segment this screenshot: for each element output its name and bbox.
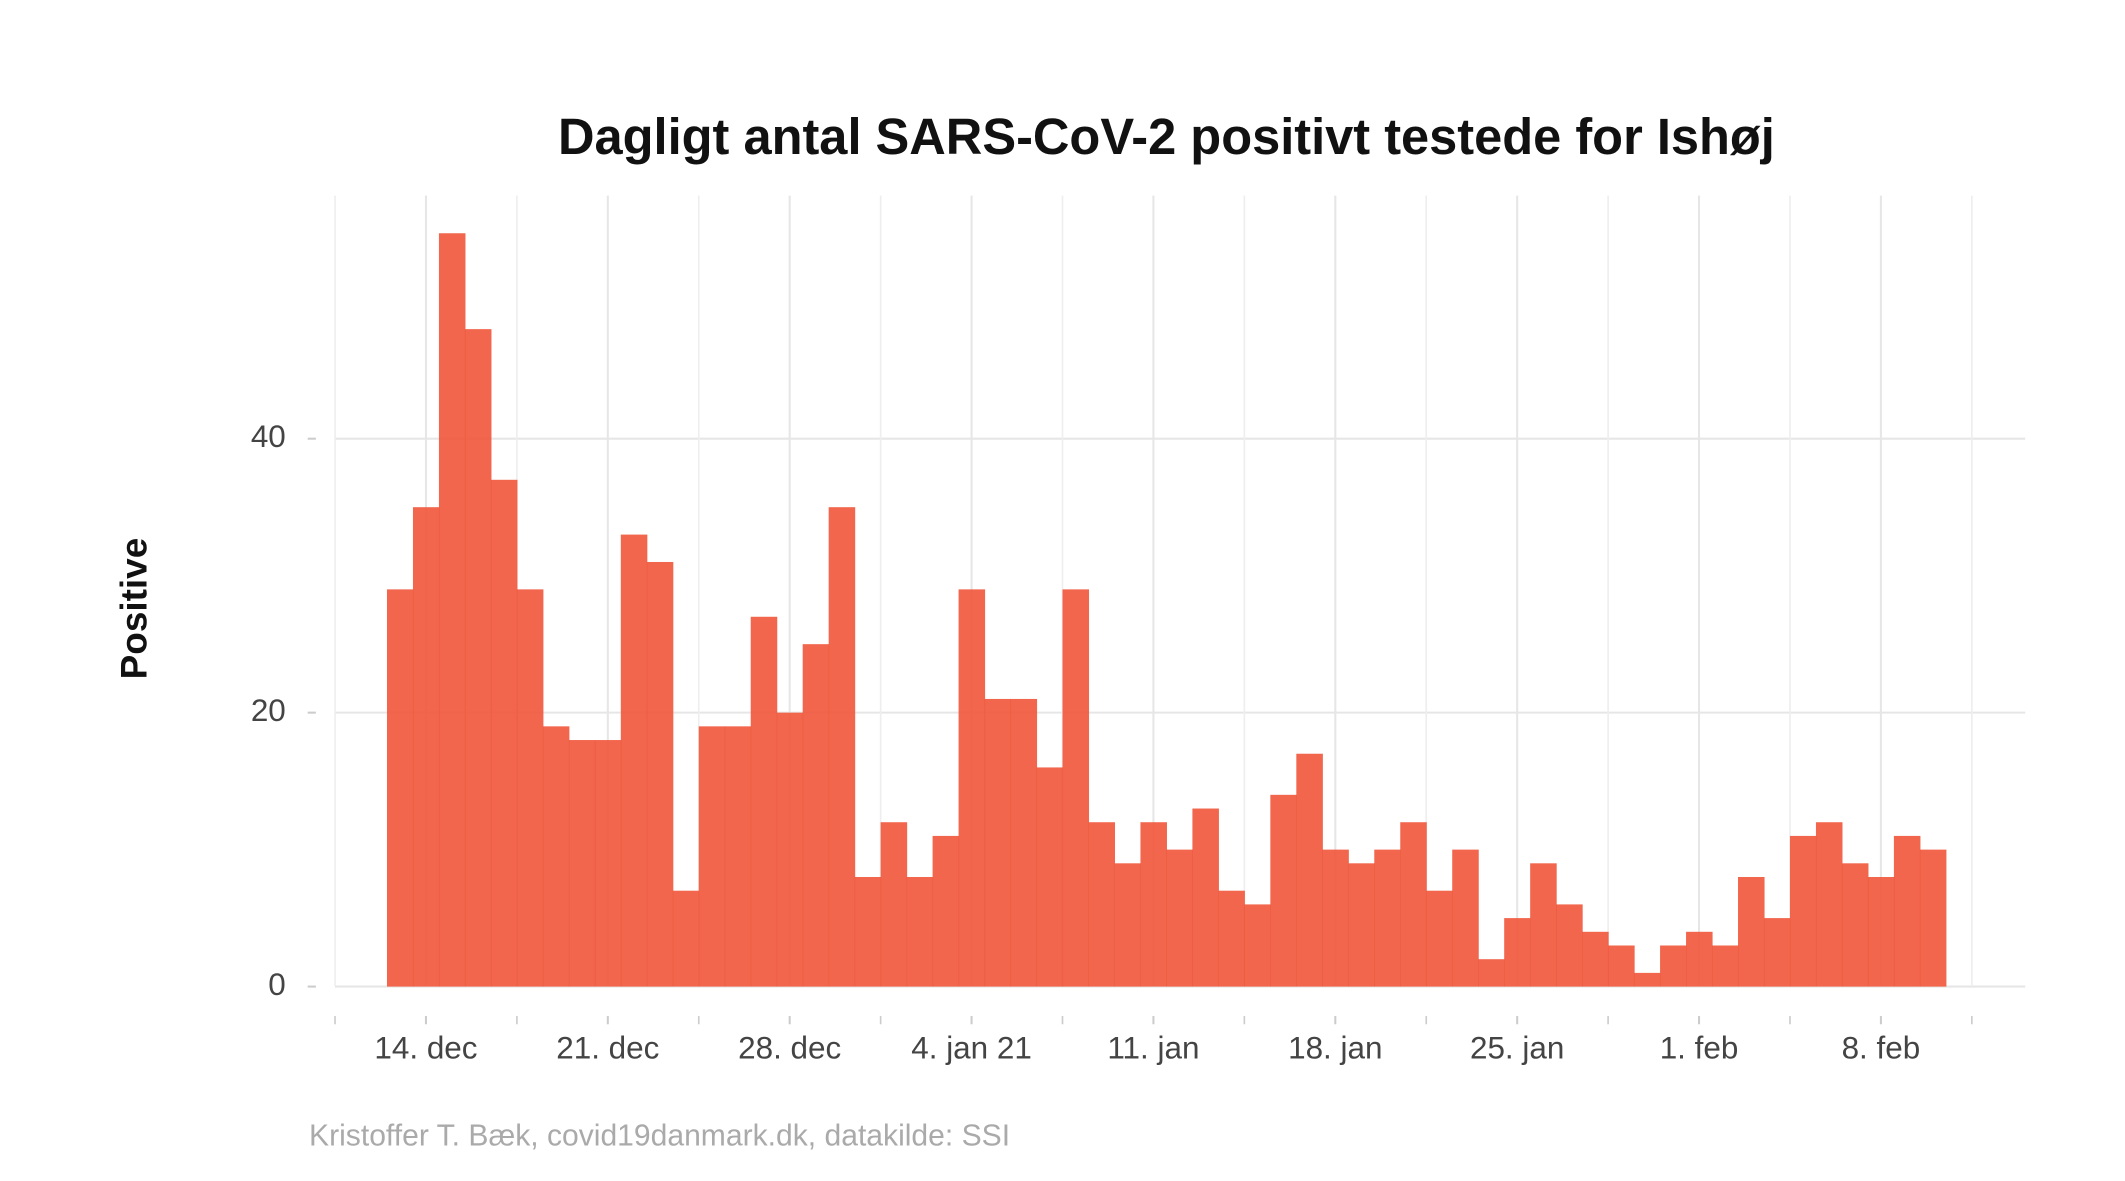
bar <box>1686 931 1713 987</box>
bar <box>932 835 960 987</box>
x-tick-label: 18. jan <box>1288 1031 1382 1066</box>
bar <box>724 726 752 987</box>
bar <box>620 534 648 987</box>
bar <box>542 726 570 987</box>
bar <box>1660 945 1687 987</box>
bar <box>906 877 934 987</box>
bar <box>1867 877 1895 987</box>
bar <box>1452 849 1479 987</box>
bar <box>880 822 908 987</box>
bar <box>412 507 440 987</box>
bar <box>698 726 726 987</box>
y-tick-label: 0 <box>268 967 285 1002</box>
caption: Kristoffer T. Bæk, covid19danmark.dk, da… <box>309 1120 1010 1153</box>
bar <box>672 890 700 987</box>
bar <box>984 698 1012 987</box>
bar <box>802 644 830 987</box>
x-tick-label: 8. feb <box>1842 1031 1921 1066</box>
bar <box>516 589 544 987</box>
x-tick-label: 28. dec <box>738 1031 841 1066</box>
bar <box>776 712 804 987</box>
bar <box>1036 767 1064 987</box>
x-tick-label: 25. jan <box>1470 1031 1564 1066</box>
bar <box>1738 877 1765 987</box>
bar <box>1244 904 1271 987</box>
bar <box>854 877 882 987</box>
bar <box>1400 822 1427 987</box>
bar <box>1582 931 1609 987</box>
bar <box>1296 753 1323 987</box>
bar <box>1763 918 1791 987</box>
bar <box>1166 849 1193 987</box>
bar <box>646 561 674 987</box>
bar <box>594 740 622 987</box>
bar <box>1608 945 1635 987</box>
x-tick-label: 1. feb <box>1660 1031 1739 1066</box>
bar <box>1114 863 1141 987</box>
bar <box>568 740 596 987</box>
bar <box>1841 863 1869 987</box>
bar <box>750 616 778 987</box>
bar <box>1010 698 1038 987</box>
x-tick-label: 4. jan 21 <box>911 1031 1032 1066</box>
bar <box>1140 822 1167 987</box>
chart-title: Dagligt antal SARS-CoV-2 positivt tested… <box>558 108 1775 165</box>
bar <box>1348 863 1375 987</box>
bar <box>1374 849 1401 987</box>
bar <box>386 589 414 987</box>
y-tick-label: 40 <box>251 419 286 454</box>
bar <box>1218 890 1245 987</box>
bar <box>1088 822 1116 987</box>
bar <box>1530 863 1557 987</box>
bar <box>490 479 518 987</box>
bar <box>1789 835 1817 987</box>
bar <box>464 329 492 987</box>
bar <box>1478 959 1505 987</box>
bar <box>828 507 856 987</box>
bar <box>1712 945 1739 987</box>
bar <box>1062 589 1090 987</box>
bar <box>1322 849 1349 987</box>
x-tick-label: 11. jan <box>1107 1031 1199 1066</box>
bar <box>438 233 466 987</box>
bar <box>1192 808 1219 987</box>
bar <box>1426 890 1453 987</box>
bar <box>1634 972 1661 987</box>
bar <box>958 589 986 987</box>
bar <box>1815 822 1843 987</box>
x-tick-label: 14. dec <box>374 1031 477 1066</box>
y-axis-label: Positive <box>113 538 154 680</box>
bar <box>1270 794 1297 987</box>
bar <box>1893 835 1921 987</box>
bar <box>1504 918 1531 987</box>
y-tick-label: 20 <box>251 693 286 728</box>
bar <box>1556 904 1583 987</box>
x-tick-label: 21. dec <box>556 1031 659 1066</box>
bar <box>1919 849 1947 987</box>
